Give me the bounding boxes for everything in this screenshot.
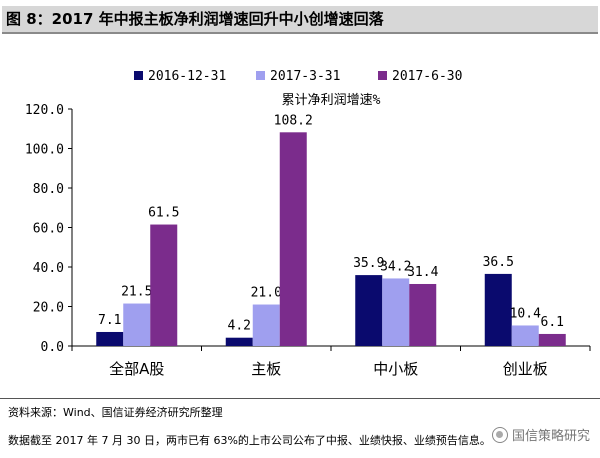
title-divider xyxy=(2,32,598,34)
data-note: 数据截至 2017 年 7 月 30 日，两市已有 63%的上市公司公布了中报、… xyxy=(8,434,491,447)
bar-0-0 xyxy=(96,331,124,346)
data-label-3-1: 10.4 xyxy=(510,306,541,321)
bar-1-1 xyxy=(252,304,280,346)
data-label-0-2: 61.5 xyxy=(148,206,179,221)
bar-2-1 xyxy=(382,278,410,346)
legend-label-0: 2016-12-31 xyxy=(148,69,226,84)
data-label-0-1: 21.5 xyxy=(121,285,152,300)
bar-chart: 2016-12-31 2017-3-31 2017-6-30 累计净利润增速% 0.0 2… xyxy=(25,69,591,378)
data-label-1-2: 108.2 xyxy=(274,113,313,128)
data-label-2-2: 31.4 xyxy=(407,265,438,280)
chart-title: 累计净利润增速% xyxy=(282,93,381,108)
source-note: 资料来源：Wind、国信证券经济研究所整理 xyxy=(8,406,223,419)
bar-0-2 xyxy=(150,224,178,346)
y-tick-label-2: 40.0 xyxy=(33,261,64,276)
data-label-3-0: 36.5 xyxy=(483,255,514,270)
y-tick-label-1: 20.0 xyxy=(33,301,64,316)
legend-label-2: 2017-6-30 xyxy=(392,69,462,84)
x-tick-label-0: 全部A股 xyxy=(109,360,164,378)
figure-title-text: 图 8：2017 年中报主板净利润增速回升中小创增速回落 xyxy=(6,10,384,28)
data-label-2-0: 35.9 xyxy=(353,256,384,271)
bar-1-2 xyxy=(279,132,307,346)
data-label-3-2: 6.1 xyxy=(541,315,564,330)
legend-label-1: 2017-3-31 xyxy=(270,69,340,84)
wechat-icon xyxy=(491,426,508,443)
x-tick-label-2: 中小板 xyxy=(373,360,418,378)
data-label-2-1: 34.2 xyxy=(380,259,411,274)
data-label-1-1: 21.0 xyxy=(251,286,282,301)
y-tick-label-4: 80.0 xyxy=(33,182,64,197)
y-tick-label-3: 60.0 xyxy=(33,222,64,237)
bar-2-0 xyxy=(355,275,383,346)
x-tick-label-3: 创业板 xyxy=(503,360,548,378)
bar-1-0 xyxy=(225,337,253,346)
bar-3-0 xyxy=(484,273,512,346)
figure-title: 图 8：2017 年中报主板净利润增速回升中小创增速回落 xyxy=(2,6,598,34)
data-label-0-0: 7.1 xyxy=(98,313,121,328)
bar-2-2 xyxy=(409,283,437,346)
y-tick-label-5: 100.0 xyxy=(25,143,64,158)
footer-divider xyxy=(0,398,600,399)
bar-3-2 xyxy=(538,333,566,346)
data-label-1-0: 4.2 xyxy=(228,319,251,334)
y-tick-label-0: 0.0 xyxy=(41,340,64,355)
watermark: 国信策略研究 xyxy=(489,425,592,444)
y-tick-label-6: 120.0 xyxy=(25,103,64,118)
legend-swatch-0 xyxy=(134,71,143,80)
bar-3-1 xyxy=(511,325,539,346)
x-tick-label-1: 主板 xyxy=(251,360,281,378)
bar-0-1 xyxy=(123,303,151,346)
legend-swatch-2 xyxy=(378,71,387,80)
watermark-text: 国信策略研究 xyxy=(511,429,590,444)
legend-swatch-1 xyxy=(256,71,265,80)
